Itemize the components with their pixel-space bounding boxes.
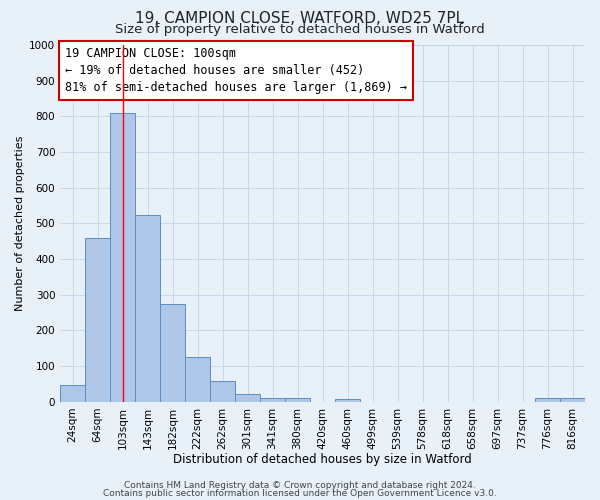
Bar <box>85 238 110 402</box>
Bar <box>560 398 585 402</box>
Y-axis label: Number of detached properties: Number of detached properties <box>15 136 25 311</box>
Text: 19, CAMPION CLOSE, WATFORD, WD25 7PL: 19, CAMPION CLOSE, WATFORD, WD25 7PL <box>136 11 464 26</box>
Text: Contains HM Land Registry data © Crown copyright and database right 2024.: Contains HM Land Registry data © Crown c… <box>124 481 476 490</box>
Text: Contains public sector information licensed under the Open Government Licence v3: Contains public sector information licen… <box>103 488 497 498</box>
Bar <box>535 398 560 402</box>
X-axis label: Distribution of detached houses by size in Watford: Distribution of detached houses by size … <box>173 453 472 466</box>
Bar <box>185 357 210 402</box>
Bar <box>210 381 235 402</box>
Bar <box>260 398 285 402</box>
Bar <box>110 113 135 402</box>
Bar <box>60 385 85 402</box>
Bar <box>235 394 260 402</box>
Bar <box>285 398 310 402</box>
Bar <box>135 214 160 402</box>
Text: Size of property relative to detached houses in Watford: Size of property relative to detached ho… <box>115 22 485 36</box>
Bar <box>160 304 185 402</box>
Bar <box>335 399 360 402</box>
Text: 19 CAMPION CLOSE: 100sqm
← 19% of detached houses are smaller (452)
81% of semi-: 19 CAMPION CLOSE: 100sqm ← 19% of detach… <box>65 47 407 94</box>
